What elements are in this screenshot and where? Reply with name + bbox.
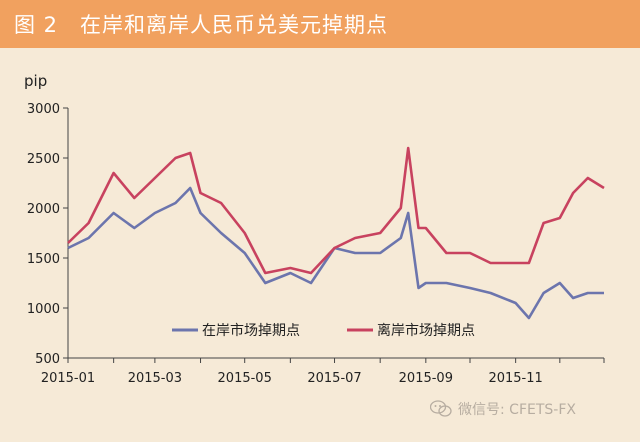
legend-label: 离岸市场掉期点 bbox=[377, 322, 475, 339]
x-tick-label: 2015-01 bbox=[41, 371, 95, 386]
x-tick-label: 2015-11 bbox=[488, 371, 542, 386]
figure-header: 图 2 在岸和离岸人民币兑美元掉期点 bbox=[0, 0, 640, 48]
offshore-series-line bbox=[67, 146, 605, 275]
x-tick-label: 2015-05 bbox=[218, 371, 272, 386]
y-axis-label: pip bbox=[24, 72, 47, 90]
y-tick-label: 2000 bbox=[27, 202, 60, 217]
legend: 在岸市场掉期点 离岸市场掉期点 bbox=[172, 322, 475, 339]
plot-series bbox=[67, 146, 605, 320]
figure-title: 在岸和离岸人民币兑美元掉期点 bbox=[80, 13, 389, 37]
y-tick-label: 2500 bbox=[27, 152, 60, 167]
wechat-icon bbox=[429, 400, 452, 418]
onshore-series-line bbox=[67, 186, 604, 320]
x-tick-label: 2015-03 bbox=[128, 371, 182, 386]
figure-number: 图 2 bbox=[14, 13, 59, 37]
y-tick-label: 1000 bbox=[27, 302, 60, 317]
x-axis: 2015-01 2015-03 2015-05 2015-07 2015-09 2015-… bbox=[41, 357, 605, 386]
y-tick-label: 1500 bbox=[27, 252, 60, 267]
legend-label: 在岸市场掉期点 bbox=[202, 322, 300, 339]
x-tick-label: 2015-09 bbox=[399, 371, 453, 386]
y-axis: 500 1000 1500 2000 2500 3000 bbox=[27, 102, 69, 367]
x-tick-label: 2015-07 bbox=[307, 371, 361, 386]
y-tick-label: 500 bbox=[35, 352, 60, 367]
y-tick-label: 3000 bbox=[27, 102, 60, 117]
watermark-text: 微信号: CFETS-FX bbox=[458, 402, 576, 418]
watermark: 微信号: CFETS-FX bbox=[429, 398, 576, 420]
